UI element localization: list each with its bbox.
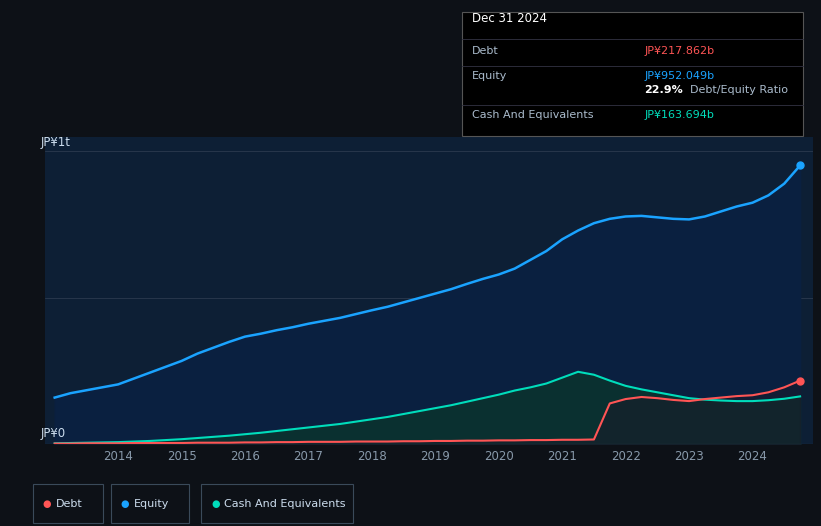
Text: Cash And Equivalents: Cash And Equivalents	[224, 499, 346, 509]
Text: 22.9%: 22.9%	[644, 85, 683, 95]
Text: JP¥0: JP¥0	[41, 427, 67, 440]
Text: ●: ●	[211, 499, 219, 509]
Text: JP¥1t: JP¥1t	[41, 136, 71, 149]
Text: Equity: Equity	[472, 72, 507, 82]
Text: Debt: Debt	[56, 499, 83, 509]
Text: JP¥952.049b: JP¥952.049b	[644, 72, 714, 82]
Text: ●: ●	[121, 499, 129, 509]
Text: Dec 31 2024: Dec 31 2024	[472, 12, 547, 25]
Text: ●: ●	[43, 499, 51, 509]
Text: JP¥217.862b: JP¥217.862b	[644, 46, 714, 56]
Text: Debt: Debt	[472, 46, 499, 56]
Text: Cash And Equivalents: Cash And Equivalents	[472, 110, 594, 120]
Text: Equity: Equity	[134, 499, 169, 509]
Text: JP¥163.694b: JP¥163.694b	[644, 110, 714, 120]
Text: Debt/Equity Ratio: Debt/Equity Ratio	[690, 85, 787, 95]
